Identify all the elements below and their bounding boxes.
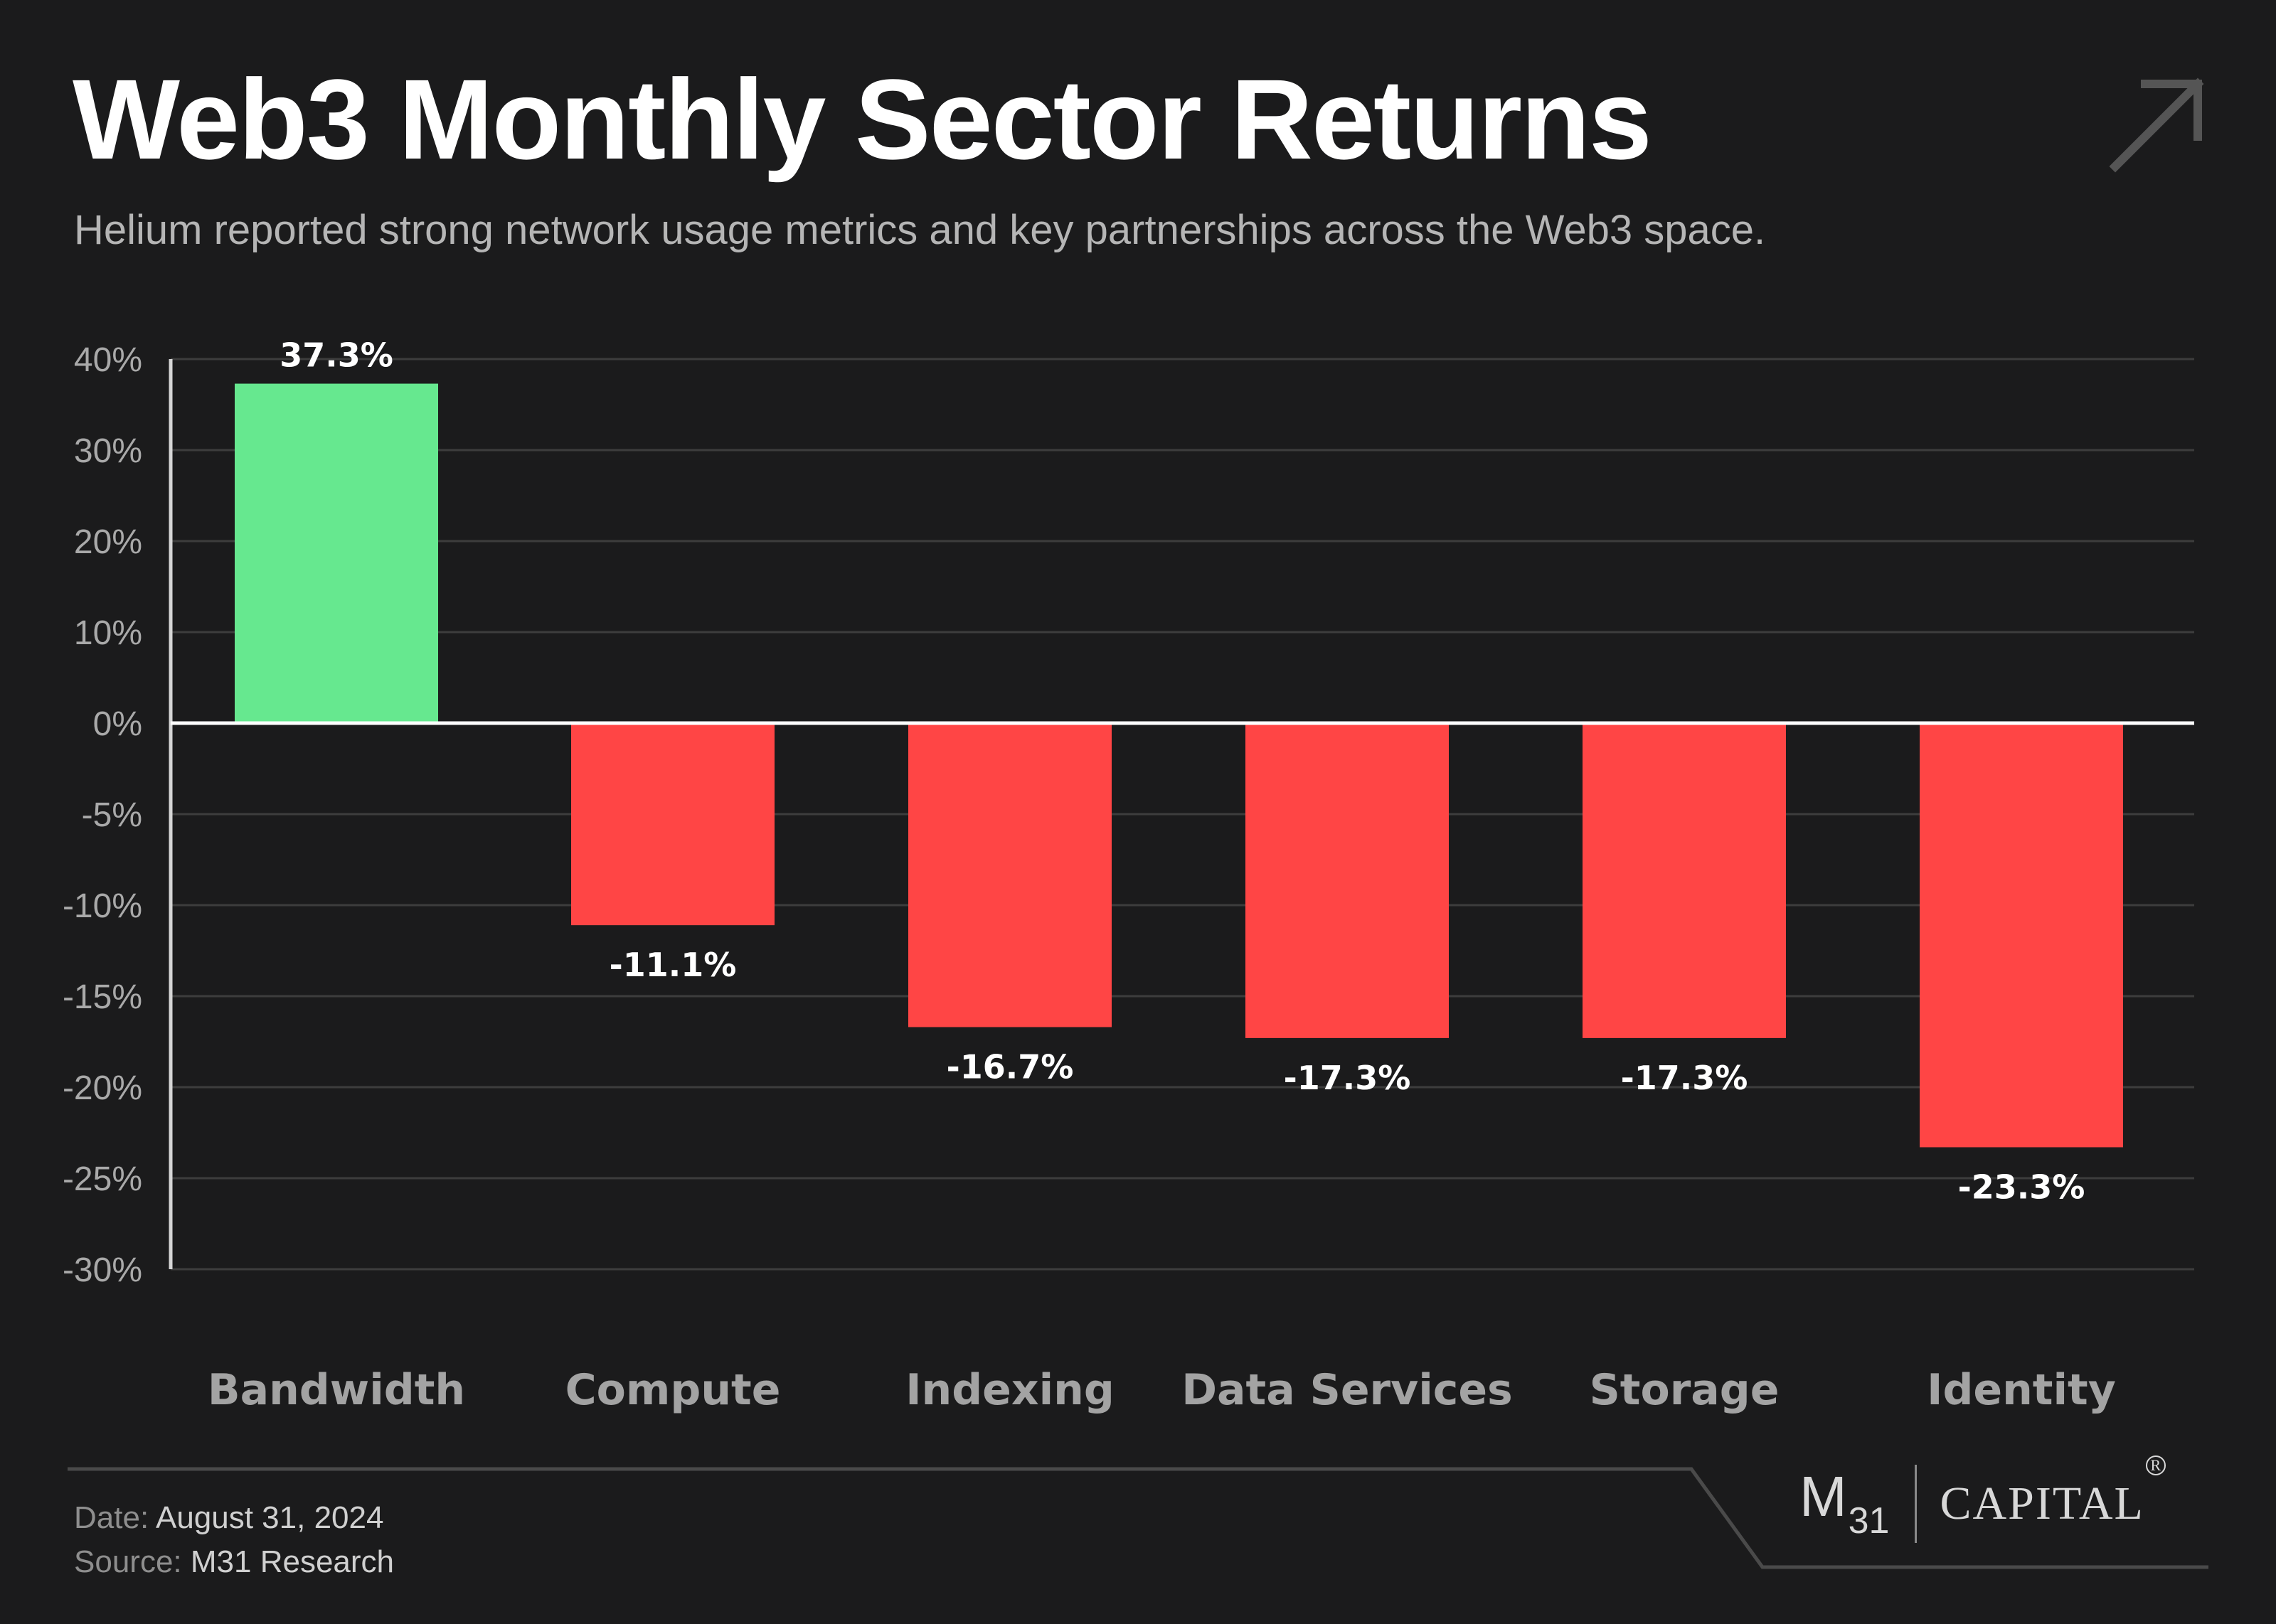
y-tick-label: -10%	[63, 887, 142, 925]
logo-capital: CAPITAL R	[1940, 1455, 2166, 1531]
data-label: 37.3%	[280, 336, 393, 375]
arrow-up-right-icon	[2109, 78, 2204, 173]
y-tick-label: 30%	[74, 432, 142, 470]
logo-m31: M31	[1799, 1465, 1890, 1542]
source-line: Source: M31 Research	[74, 1544, 394, 1580]
chart-subtitle: Helium reported strong network usage met…	[74, 207, 1766, 253]
category-label: Data Services	[1181, 1365, 1513, 1415]
source-label: Source:	[74, 1544, 182, 1579]
category-label: Indexing	[905, 1365, 1115, 1415]
chart-title: Web3 Monthly Sector Returns	[73, 55, 1652, 183]
data-label: -17.3%	[1621, 1059, 1748, 1097]
data-label: -11.1%	[610, 946, 737, 984]
date-label: Date:	[74, 1500, 149, 1535]
source-value: M31 Research	[190, 1544, 395, 1579]
data-label: -23.3%	[1958, 1168, 2085, 1206]
y-tick-label: 0%	[93, 705, 142, 743]
m31-capital-logo: M31 CAPITAL R	[1799, 1455, 2166, 1543]
category-label: Bandwidth	[208, 1365, 465, 1415]
data-label: -17.3%	[1284, 1059, 1411, 1097]
date-value: August 31, 2024	[155, 1500, 384, 1535]
category-label: Storage	[1590, 1365, 1780, 1415]
y-tick-label: 40%	[74, 341, 142, 379]
bar	[571, 723, 775, 926]
bar	[908, 723, 1112, 1027]
bar	[1583, 723, 1786, 1038]
y-tick-label: -5%	[82, 796, 142, 834]
y-tick-label: -20%	[63, 1069, 142, 1107]
data-label: -16.7%	[947, 1048, 1074, 1086]
y-tick-label: 10%	[74, 614, 142, 652]
bar	[1245, 723, 1449, 1038]
bar	[1920, 723, 2123, 1148]
category-label: Identity	[1927, 1365, 2116, 1415]
y-tick-label: -30%	[63, 1251, 142, 1289]
category-label: Compute	[565, 1365, 781, 1415]
registered-mark-icon: R	[2145, 1455, 2166, 1475]
bar	[235, 383, 438, 723]
date-line: Date: August 31, 2024	[74, 1500, 383, 1536]
logo-separator	[1915, 1465, 1918, 1543]
y-tick-label: 20%	[74, 523, 142, 561]
y-tick-label: -15%	[63, 978, 142, 1016]
y-tick-label: -25%	[63, 1160, 142, 1198]
